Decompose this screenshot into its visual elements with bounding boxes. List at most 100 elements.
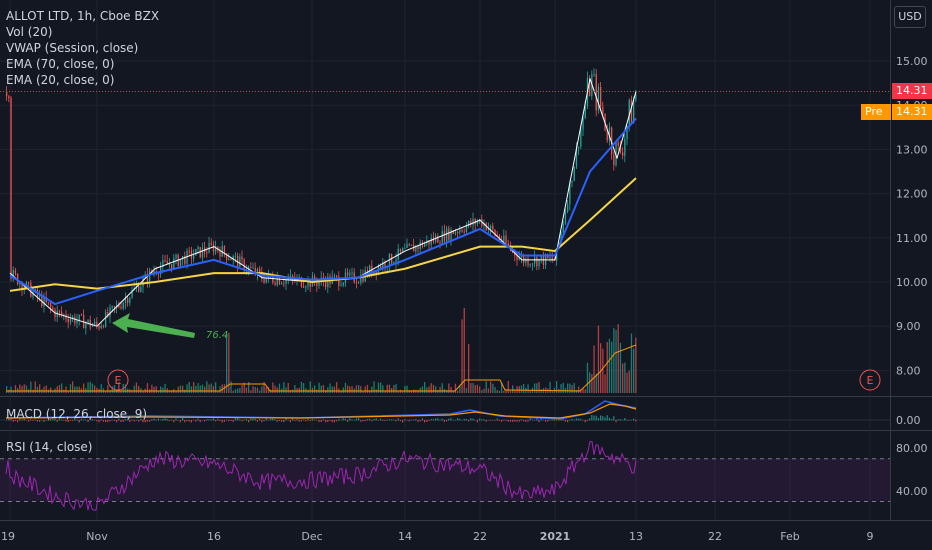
macd-histogram-bar [426,420,428,422]
macd-histogram-bar [221,420,223,423]
candle-body [567,204,569,212]
macd-histogram-bar [305,420,307,422]
volume-bar [373,381,375,393]
macd-histogram-bar [336,420,338,422]
macd-histogram-bar [591,415,593,421]
volume-bar [19,384,21,393]
macd-histogram-bar [419,420,421,422]
macd-histogram-bar [382,420,384,421]
candle-body [274,282,276,286]
macd-histogram-bar [578,418,580,421]
candle-body [80,314,83,316]
macd-histogram-bar [72,420,74,421]
macd-histogram-bar [14,420,16,421]
candle-body [441,231,443,244]
candle-body [124,298,127,303]
candle-body [580,129,582,147]
volume-bar [602,348,604,393]
candle-body [575,148,578,167]
macd-histogram-bar [397,418,399,421]
macd-histogram-bar [366,418,368,421]
volume-bar [105,390,107,393]
macd-histogram-bar [628,420,630,421]
macd-histogram-bar [254,418,256,421]
volume-bar [518,386,520,393]
volume-bar [595,373,597,393]
macd-histogram-bar [63,420,65,421]
volume-bar [100,384,102,393]
volume-bar [520,385,523,393]
candle-body [8,96,10,99]
volume-bar [551,390,553,393]
candle-body [226,253,228,260]
macd-histogram-bar [415,419,417,421]
candle-body [63,314,65,316]
volume-bar [259,390,261,393]
macd-histogram-bar [443,420,445,422]
volume-bar [419,387,421,393]
candle-body [102,325,105,327]
volume-bar [76,386,78,393]
candle-body [206,252,208,254]
candle-body [327,276,329,288]
macd-histogram-bar [551,419,553,421]
currency-button[interactable]: USD [894,6,926,28]
candle-body [153,271,155,274]
macd-histogram-bar [567,420,569,423]
volume-bar [164,383,166,393]
volume-bar [289,390,292,393]
volume-bar [360,386,362,393]
candle-body [584,106,586,119]
legend-title: ALLOT LTD, 1h, Cboe BZX [6,9,160,23]
candle-body [78,314,80,321]
volume-bar [512,385,514,393]
volume-bar [254,386,256,393]
macd-histogram-bar [371,420,373,422]
volume-bar [265,386,267,393]
candle-body [375,270,377,274]
macd-histogram-bar [468,420,470,422]
volume-bar [12,390,14,393]
macd-histogram-bar [527,420,529,422]
macd-histogram-bar [283,420,285,423]
macd-histogram-bar [144,420,146,423]
macd-histogram-bar [294,420,296,421]
candle-body [283,283,285,285]
macd-histogram-bar [496,418,498,421]
volume-bar [186,384,188,393]
volume-bar [560,383,562,393]
volume-bar [243,382,245,393]
macd-histogram-bar [432,419,434,421]
macd-histogram-bar [501,420,503,422]
volume-bar [485,381,487,393]
volume-bar [523,384,525,393]
candle-body [232,256,234,260]
candle-body [250,266,252,268]
volume-bar [492,383,494,393]
candle-body [437,236,439,243]
volume-bar [331,386,333,393]
macd-histogram-bar [318,420,320,422]
price-tick-label: 8.00 [896,364,921,377]
macd-histogram-bar [69,420,71,421]
candle-body [602,106,604,114]
candle-body [228,259,230,261]
macd-histogram-bar [204,420,206,422]
volume-bar [369,390,371,393]
volume-bar [278,383,281,393]
candle-body [454,232,457,234]
macd-histogram-bar [556,420,558,421]
volume-bar [384,390,386,393]
macd-histogram-bar [417,420,419,422]
macd-histogram-bar [164,418,166,421]
volume-bar [239,387,241,393]
candle-body [138,286,140,292]
volume-bar [72,381,74,393]
volume-bar [619,342,622,393]
macd-histogram-bar [600,415,602,421]
volume-bar [333,386,336,393]
volume-bar [78,386,80,393]
volume-bar [463,307,465,393]
volume-bar [397,390,399,393]
